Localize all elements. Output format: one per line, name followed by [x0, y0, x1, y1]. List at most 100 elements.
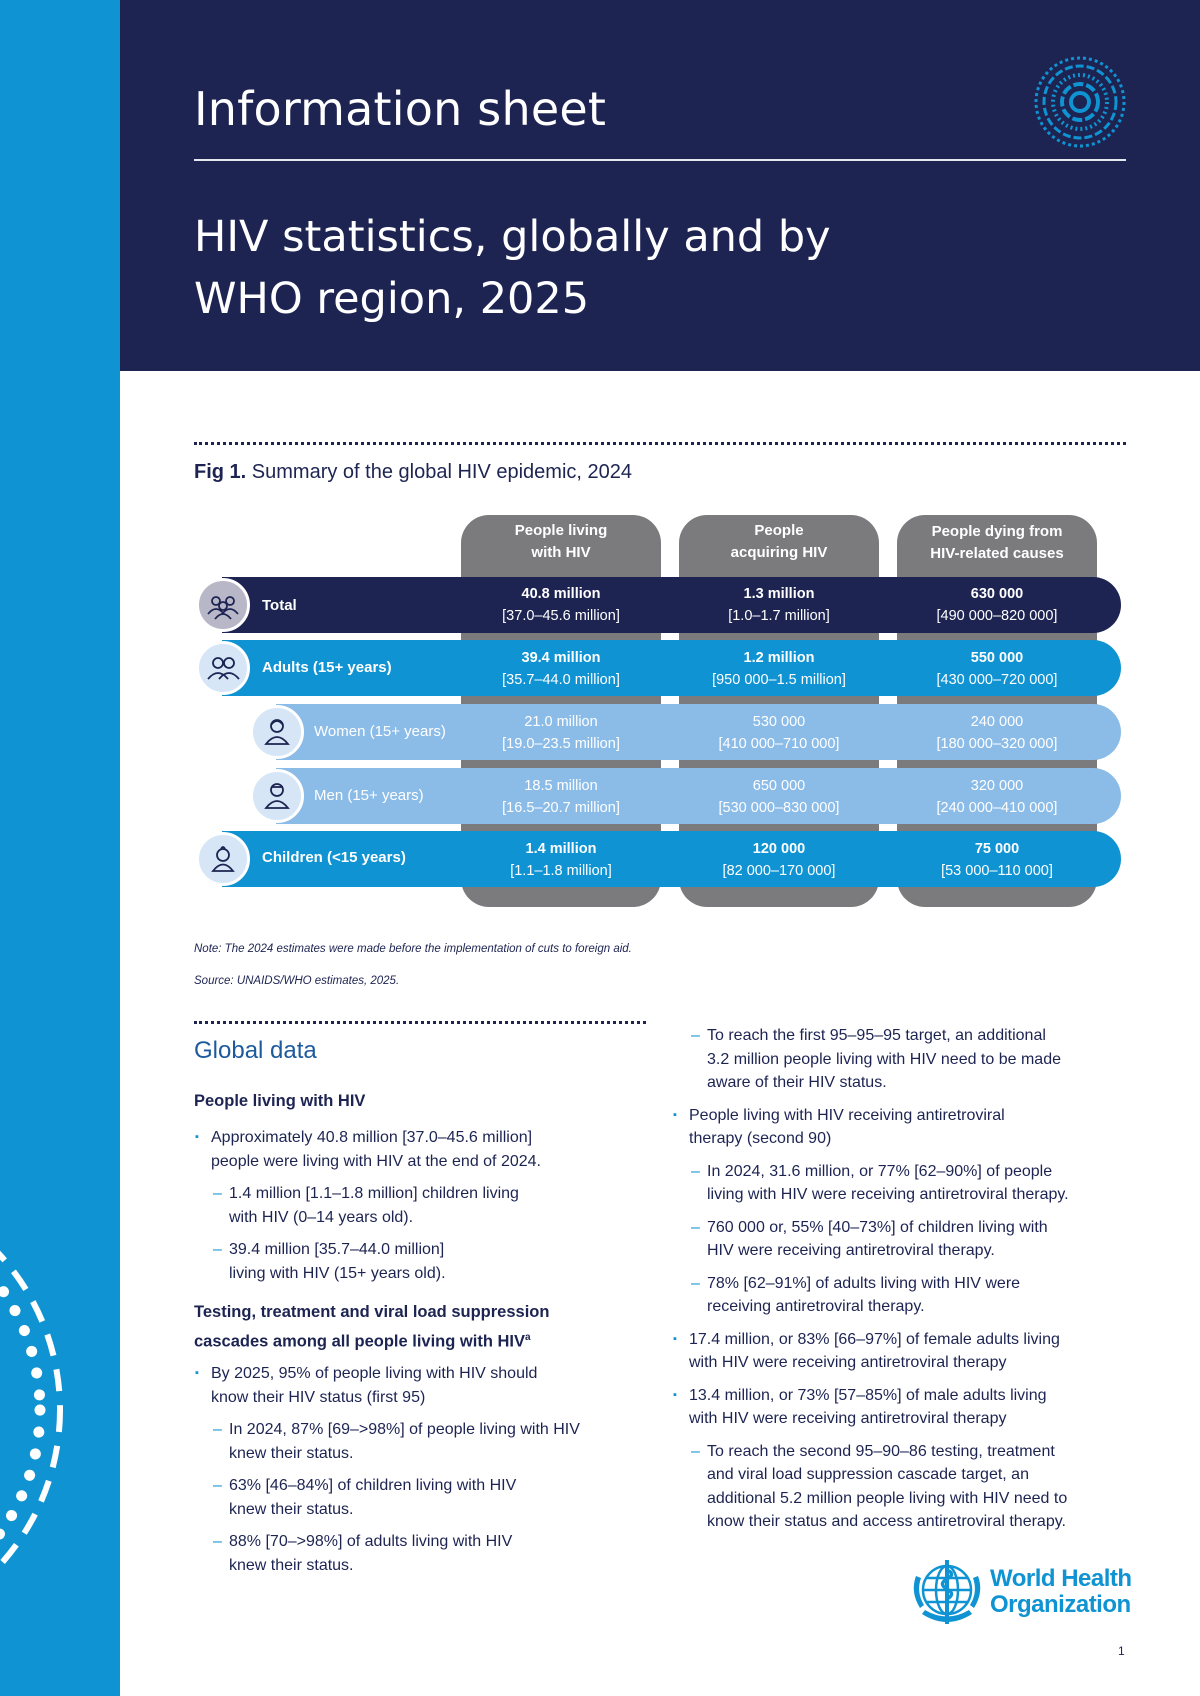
- cell-value: 530 000: [752, 714, 806, 730]
- list-item-line: 39.4 million [35.7–44.0 million]: [229, 1241, 445, 1258]
- who-emblem-icon: [908, 1556, 986, 1635]
- table-row-children: [222, 831, 1121, 887]
- figure-source: Source: UNAIDS/WHO estimates, 2025.: [194, 975, 400, 987]
- table-cell: 18.5 million [16.5–20.7 million]: [461, 775, 661, 819]
- cell-value: 650 000: [752, 778, 806, 794]
- list-item-line: 760 000 or, 55% [40–73%] of children liv…: [707, 1218, 1048, 1236]
- list-item: 78% [62–91%] of adults living with HIV w…: [672, 1272, 1142, 1319]
- list-item-line: knew their status.: [229, 1500, 354, 1518]
- list-item-line: living with HIV (15+ years old).: [229, 1264, 446, 1282]
- cell-range: [180 000–320 000]: [936, 736, 1058, 752]
- list-item-line: To reach the second 95–90–86 testing, tr…: [707, 1442, 1055, 1460]
- list-item-line: 88% [70–>98%] of adults living with HIV: [229, 1533, 513, 1550]
- header-banner: Information sheet HIV statistics, global…: [120, 0, 1200, 371]
- column-header-line: with HIV: [531, 544, 591, 561]
- list-item-line: By 2025, 95% of people living with HIV s…: [211, 1365, 538, 1382]
- table-cell: 75 000 [53 000–110 000]: [897, 838, 1097, 882]
- group-people-icon: [196, 578, 250, 632]
- page-title: HIV statistics, globally and by WHO regi…: [194, 206, 994, 330]
- cell-value: 21.0 million: [524, 714, 598, 730]
- who-wordmark: World Health Organization: [990, 1566, 1132, 1618]
- page-title-line-2: WHO region, 2025: [194, 274, 590, 324]
- list-item: In 2024, 87% [69–>98%] of people living …: [194, 1418, 634, 1465]
- list-item-line: Approximately 40.8 million [37.0–45.6 mi…: [211, 1129, 533, 1146]
- page-title-line-1: HIV statistics, globally and by: [194, 212, 831, 262]
- cell-value: 75 000: [974, 841, 1020, 857]
- cell-value: 320 000: [970, 778, 1024, 794]
- table-row-women: [276, 704, 1121, 760]
- cell-value: 40.8 million: [521, 586, 601, 602]
- table-cell: 320 000 [240 000–410 000]: [897, 775, 1097, 819]
- subheading-line: Testing, treatment and viral load suppre…: [194, 1303, 550, 1321]
- table-cell: 1.4 million [1.1–1.8 million]: [461, 838, 661, 882]
- table-cell: 120 000 [82 000–170 000]: [679, 838, 879, 882]
- cell-range: [950 000–1.5 million]: [712, 672, 846, 688]
- list-item: By 2025, 95% of people living with HIV s…: [194, 1362, 634, 1409]
- figure-number: Fig 1.: [194, 461, 247, 483]
- subheading-cascade: Testing, treatment and viral load suppre…: [194, 1300, 549, 1355]
- cell-range: [1.0–1.7 million]: [728, 608, 830, 624]
- column-header-dying: People dying from HIV-related causes: [897, 521, 1097, 565]
- left-decorative-band: [0, 0, 120, 1696]
- list-item-line: In 2024, 31.6 million, or 77% [62–90%] o…: [707, 1162, 1053, 1180]
- column-header-line: People living: [514, 522, 608, 539]
- table-cell: 21.0 million [19.0–23.5 million]: [461, 711, 661, 755]
- table-row-adults: [222, 640, 1121, 696]
- figure-caption: Summary of the global HIV epidemic, 2024: [251, 461, 632, 483]
- cell-range: [35.7–44.0 million]: [502, 672, 620, 688]
- list-item: 760 000 or, 55% [40–73%] of children liv…: [672, 1216, 1142, 1263]
- table-cell: 1.3 million [1.0–1.7 million]: [679, 583, 879, 627]
- man-icon: [250, 769, 304, 823]
- list-item-line: knew their status.: [229, 1556, 354, 1574]
- list-item-line: 78% [62–91%] of adults living with HIV w…: [707, 1274, 1021, 1292]
- list-item-line: know their status and access antiretrovi…: [707, 1513, 1066, 1530]
- cell-value: 240 000: [970, 714, 1024, 730]
- cell-range: [53 000–110 000]: [941, 863, 1053, 879]
- page-number: 1: [1118, 1644, 1125, 1658]
- cell-value: 1.4 million: [525, 841, 597, 857]
- list-item-line: In 2024, 87% [69–>98%] of people living …: [229, 1421, 580, 1438]
- list-item: In 2024, 31.6 million, or 77% [62–90%] o…: [672, 1160, 1142, 1207]
- column-header-line: People dying from: [931, 523, 1063, 540]
- list-item: 39.4 million [35.7–44.0 million] living …: [194, 1238, 634, 1285]
- document-type-label: Information sheet: [194, 82, 607, 136]
- list-item: 63% [46–84%] of children living with HIV…: [194, 1474, 634, 1521]
- list-item-line: with HIV were receiving antiretroviral t…: [689, 1354, 1007, 1371]
- concentric-circles-icon: [1032, 54, 1128, 155]
- header-divider: [194, 159, 1126, 161]
- cell-value: 39.4 million: [521, 650, 601, 666]
- figure-note: Note: The 2024 estimates were made befor…: [194, 943, 632, 955]
- cell-range: [1.1–1.8 million]: [510, 863, 612, 879]
- list-item-line: knew their status.: [229, 1444, 354, 1462]
- list-item: 17.4 million, or 83% [66–97%] of female …: [672, 1328, 1142, 1375]
- list-item-line: with HIV (0–14 years old).: [229, 1208, 414, 1226]
- row-label-women: Women (15+ years): [314, 723, 446, 740]
- row-label-adults: Adults (15+ years): [262, 659, 392, 676]
- cell-range: [16.5–20.7 million]: [502, 800, 620, 816]
- list-item-line: People living with HIV receiving antiret…: [689, 1106, 1005, 1124]
- list-item: Approximately 40.8 million [37.0–45.6 mi…: [194, 1126, 634, 1173]
- two-people-icon: [196, 641, 250, 695]
- cell-value: 550 000: [970, 650, 1024, 666]
- cell-value: 630 000: [970, 586, 1024, 602]
- list-item-line: aware of their HIV status.: [707, 1074, 887, 1091]
- table-cell: 39.4 million [35.7–44.0 million]: [461, 647, 661, 691]
- right-column-list: To reach the first 95–95–95 target, an a…: [672, 1024, 1142, 1543]
- cell-value: 120 000: [752, 841, 806, 857]
- table-cell: 530 000 [410 000–710 000]: [679, 711, 879, 755]
- cell-range: [530 000–830 000]: [718, 800, 840, 816]
- row-label-children: Children (<15 years): [262, 849, 406, 866]
- column-header-acquiring: People acquiring HIV: [679, 520, 879, 564]
- who-wordmark-line-1: World Health: [990, 1565, 1132, 1592]
- cell-range: [240 000–410 000]: [936, 800, 1058, 816]
- list-item-line: HIV were receiving antiretroviral therap…: [707, 1242, 995, 1259]
- figure-title: Fig 1. Summary of the global HIV epidemi…: [194, 461, 632, 484]
- list-item-line: know their HIV status (first 95): [211, 1388, 426, 1406]
- list-item: To reach the first 95–95–95 target, an a…: [672, 1024, 1142, 1095]
- list-item: 13.4 million, or 73% [57–85%] of male ad…: [672, 1384, 1142, 1431]
- list-item: 1.4 million [1.1–1.8 million] children l…: [194, 1182, 634, 1229]
- column-header-line: HIV-related causes: [930, 545, 1064, 562]
- dotted-arc-decoration: [0, 1250, 63, 1570]
- subheading-line: cascades among all people living with HI…: [194, 1332, 526, 1351]
- table-cell: 40.8 million [37.0–45.6 million]: [461, 583, 661, 627]
